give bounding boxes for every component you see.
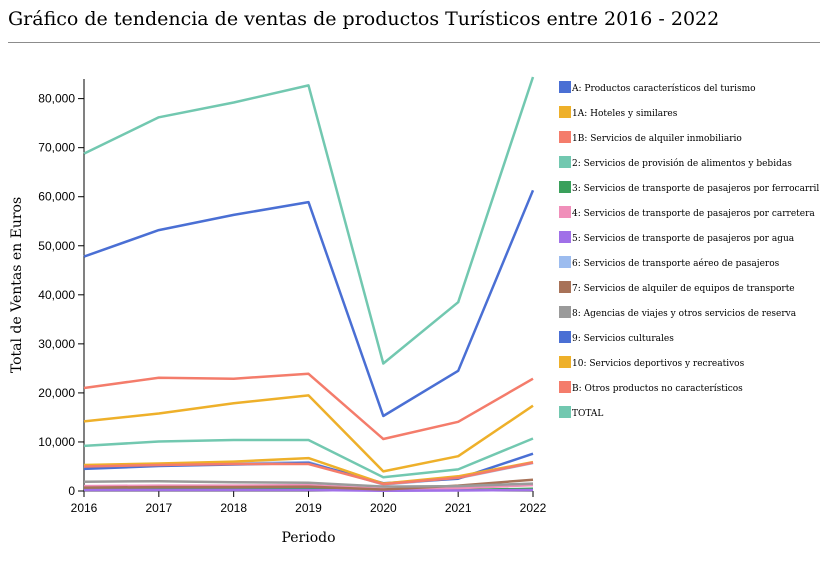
chart-title: Gráfico de tendencia de ventas de produc…: [8, 8, 720, 30]
legend-label: 8: Agencias de viajes y otros servicios …: [572, 309, 797, 319]
axes: 0 10,000 20,000 30,000 40,000 50,000 60,000 70,…: [9, 79, 547, 546]
legend-label: 9: Servicios culturales: [572, 334, 674, 344]
legend-swatch: [559, 181, 571, 193]
legend-swatch: [559, 306, 571, 318]
legend: A: Productos característicos del turismo…: [559, 81, 819, 419]
legend-label: 10: Servicios deportivos y recreativos: [572, 359, 745, 369]
series-line: [83, 394, 534, 473]
x-tick-label: 2020: [370, 501, 397, 515]
series-line: [83, 437, 534, 479]
y-tick-label: 30,000: [38, 337, 75, 351]
legend-swatch: [559, 156, 571, 168]
series-line: [83, 189, 535, 418]
series-line: [83, 483, 534, 491]
legend-label: 2: Servicios de provisión de alimentos y…: [572, 158, 792, 169]
legend-swatch: [559, 406, 571, 418]
y-tick-label: 80,000: [38, 92, 75, 106]
legend-swatch: [559, 231, 571, 243]
legend-label: TOTAL: [572, 409, 603, 419]
series-line: [83, 456, 534, 485]
legend-swatch: [559, 381, 571, 393]
y-tick-label: 50,000: [38, 239, 75, 253]
legend-label: 5: Servicios de transporte de pasajeros …: [572, 234, 795, 244]
series-line: [83, 461, 534, 486]
y-tick-label: 70,000: [38, 141, 75, 155]
legend-label: 6: Servicios de transporte aéreo de pasa…: [572, 258, 780, 269]
legend-swatch: [559, 356, 571, 368]
title-divider: [8, 42, 820, 43]
legend-swatch: [559, 81, 571, 93]
legend-swatch: [559, 131, 571, 143]
x-tick-label: 2016: [71, 501, 98, 515]
x-tick-label: 2018: [220, 501, 247, 515]
y-tick-label: 20,000: [38, 386, 75, 400]
y-tick-label: 60,000: [38, 190, 75, 204]
x-axis-title: Periodo: [281, 530, 335, 546]
legend-swatch: [559, 281, 571, 293]
y-tick-label: 40,000: [38, 288, 75, 302]
series-line: [84, 488, 534, 493]
x-tick-label: 2021: [445, 501, 472, 515]
x-tick-label: 2017: [145, 501, 172, 515]
legend-label: 3: Servicios de transporte de pasajeros …: [572, 184, 819, 194]
y-tick-label: 10,000: [38, 435, 75, 449]
legend-swatch: [559, 106, 571, 118]
legend-swatch: [559, 331, 571, 343]
legend-label: 1B: Servicios de alquiler inmobiliario: [572, 134, 742, 144]
legend-swatch: [559, 256, 571, 268]
y-axis-title: Total de Ventas en Euros: [9, 197, 25, 373]
series-lines: [83, 76, 535, 493]
legend-label: 7: Servicios de alquiler de equipos de t…: [572, 284, 795, 294]
x-tick-label: 2019: [295, 501, 322, 515]
x-tick-label: 2022: [520, 501, 547, 515]
legend-swatch: [559, 206, 571, 218]
legend-label: A: Productos característicos del turismo: [571, 83, 756, 94]
legend-label: 4: Servicios de transporte de pasajeros …: [572, 209, 815, 219]
y-tick-label: 0: [68, 484, 75, 498]
legend-label: B: Otros productos no característicos: [572, 383, 743, 394]
legend-label: 1A: Hoteles y similares: [572, 109, 678, 119]
series-line: [83, 372, 534, 441]
series-line: [83, 479, 534, 488]
series-line: [83, 76, 535, 365]
